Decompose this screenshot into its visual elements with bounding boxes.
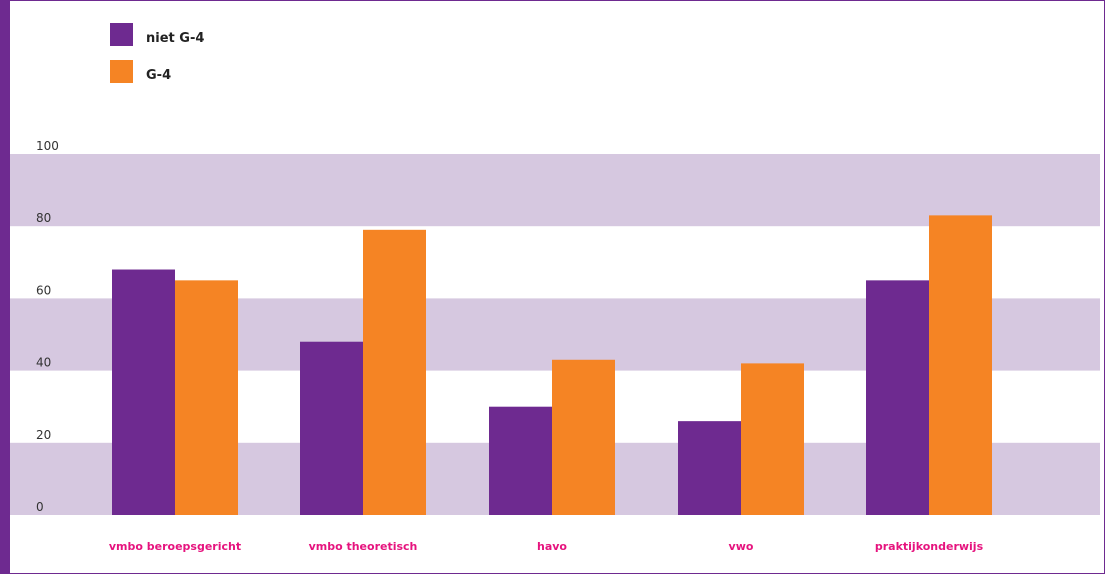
- legend-swatch-niet-g4: [110, 23, 133, 46]
- y-tick-label: 20: [36, 428, 51, 442]
- left-accent-bar: [0, 0, 10, 574]
- bar-niet-g4: [300, 341, 363, 515]
- x-category-label: praktijkonderwijs: [875, 540, 984, 553]
- bar-niet-g4: [678, 421, 741, 515]
- y-axis-ticks: 0 20 40 60 80 100: [36, 139, 59, 514]
- bar-niet-g4: [112, 269, 175, 515]
- bar-g4: [363, 229, 426, 515]
- legend-label-g4: G-4: [146, 68, 172, 83]
- y-tick-label: 100: [36, 139, 59, 153]
- grid-band: [10, 154, 1100, 227]
- bar-g4: [741, 363, 804, 515]
- bars: [112, 215, 992, 515]
- y-tick-label: 0: [36, 500, 44, 514]
- x-category-label: havo: [537, 540, 567, 553]
- top-border: [10, 0, 1105, 1]
- y-tick-label: 60: [36, 283, 51, 297]
- x-axis-labels: vmbo beroepsgericht vmbo theoretisch havo v…: [109, 540, 984, 553]
- x-category-label: vmbo beroepsgericht: [109, 540, 241, 553]
- legend-swatch-g4: [110, 60, 133, 83]
- legend-label-niet-g4: niet G-4: [146, 31, 205, 46]
- bar-g4: [929, 215, 992, 515]
- y-tick-label: 40: [36, 356, 51, 370]
- x-category-label: vmbo theoretisch: [309, 540, 418, 553]
- bar-niet-g4: [489, 406, 552, 515]
- bar-g4: [175, 280, 238, 515]
- bar-g4: [552, 359, 615, 515]
- y-tick-label: 80: [36, 211, 51, 225]
- bar-niet-g4: [866, 280, 929, 515]
- x-category-label: vwo: [729, 540, 754, 553]
